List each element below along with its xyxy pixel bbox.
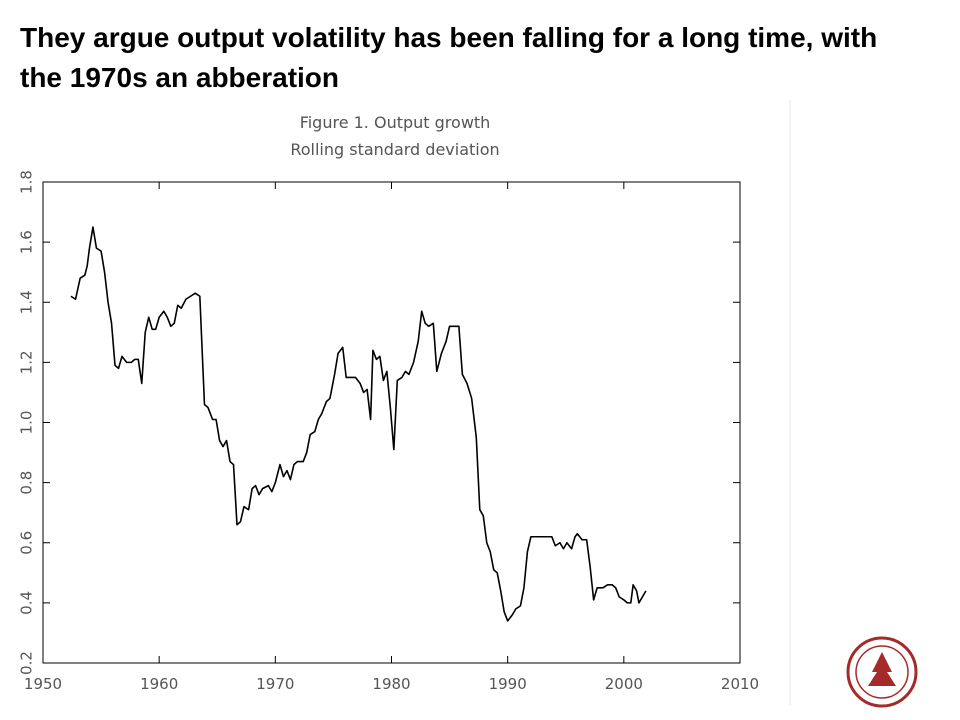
chart-title: Figure 1. Output growth [300,113,491,132]
chart-subtitle: Rolling standard deviation [290,140,499,159]
x-tick-label: 1960 [140,675,178,693]
slide-title: They argue output volatility has been fa… [20,22,878,93]
y-tick-label: 0.2 [18,651,36,675]
x-tick-label: 1970 [256,675,294,693]
y-tick-label: 1.4 [18,290,36,314]
y-tick-label: 0.4 [18,591,36,615]
x-tick-label: 2010 [721,675,759,693]
x-tick-label: 1980 [372,675,410,693]
data-line [70,226,647,622]
x-tick-label: 2000 [605,675,643,693]
y-tick-label: 1.0 [18,411,36,435]
x-tick-label: 1990 [489,675,527,693]
y-tick-label: 0.6 [18,531,36,555]
y-tick-label: 1.6 [18,230,36,254]
y-tick-label: 1.2 [18,350,36,374]
seal [846,636,918,708]
x-tick-label: 1950 [24,675,62,693]
y-tick-label: 0.8 [18,471,36,495]
y-tick-label: 1.8 [18,170,36,194]
